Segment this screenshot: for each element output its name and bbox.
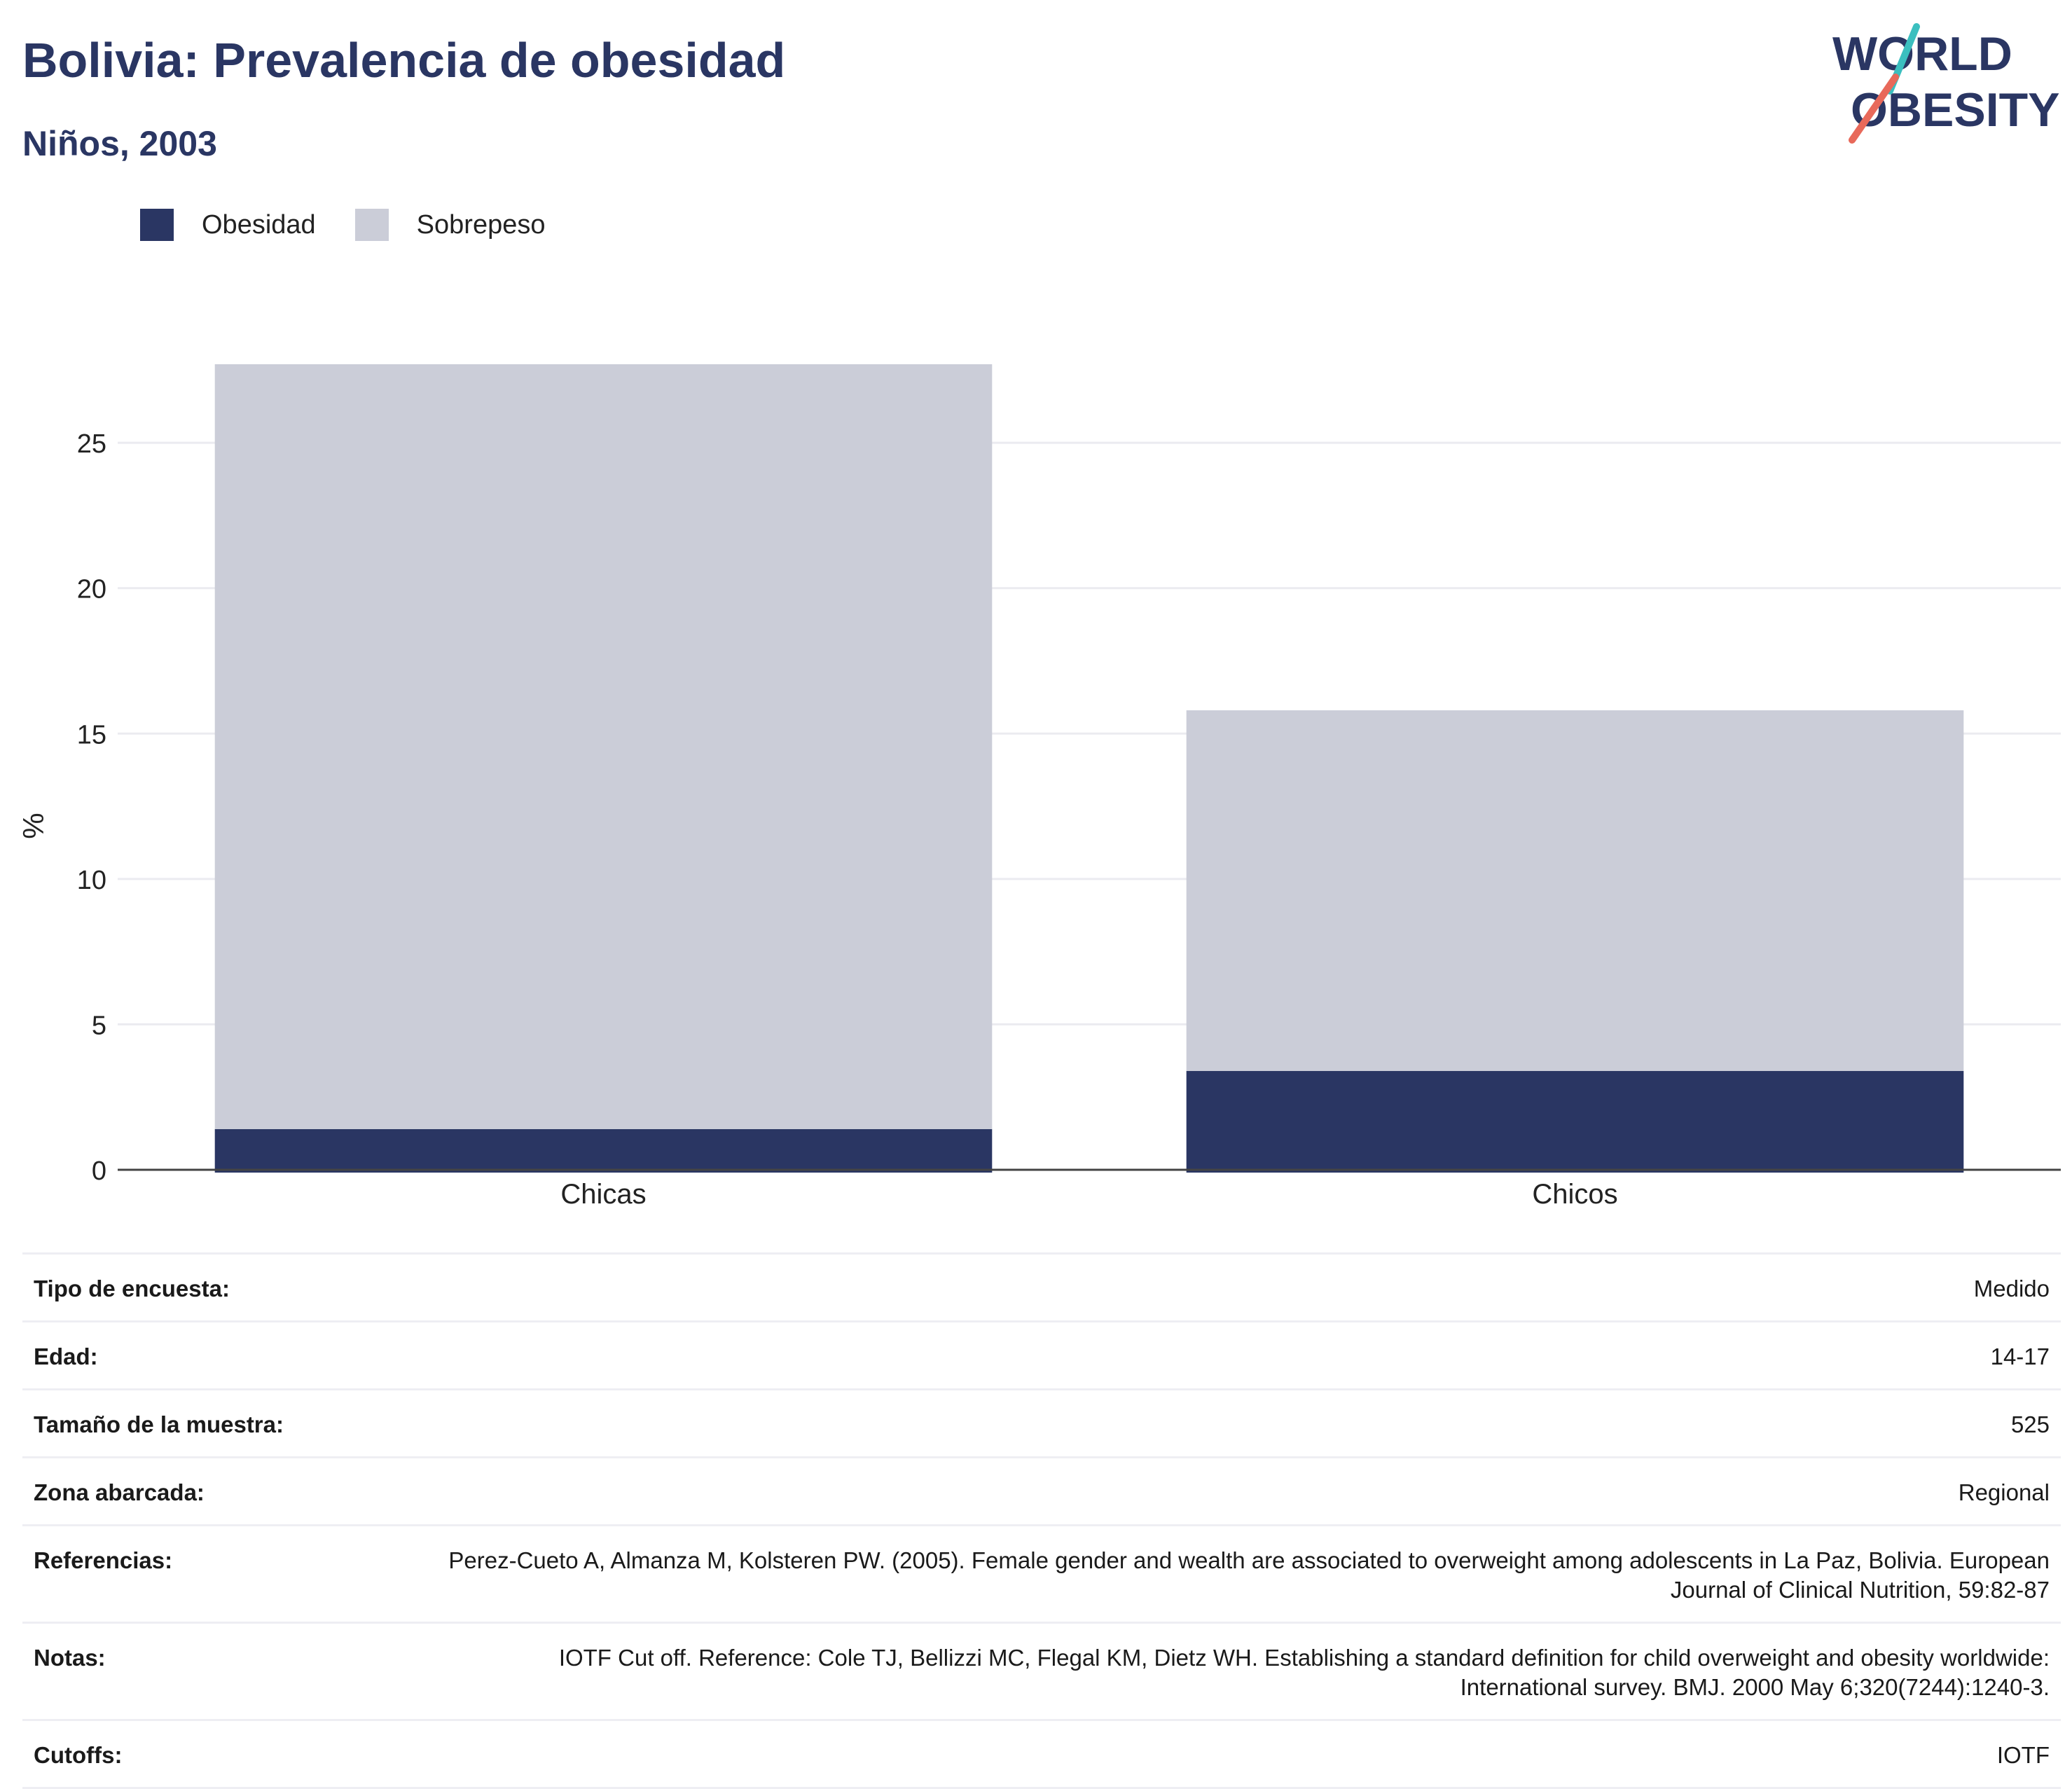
bar-obesidad-chicos[interactable]: [1186, 1070, 1964, 1173]
info-value: Regional: [437, 1456, 2061, 1526]
info-label: Tamaño de la muestra:: [22, 1388, 437, 1458]
info-row: Cutoffs: IOTF: [22, 1719, 2061, 1789]
y-tick-label: 0: [92, 1156, 106, 1186]
legend-label-sobrepeso: Sobrepeso: [416, 209, 546, 240]
logo-line-1: WORLD: [1832, 27, 2012, 81]
legend-label-obesidad: Obesidad: [202, 209, 316, 240]
info-row: Notas: IOTF Cut off. Reference: Cole TJ, …: [22, 1622, 2061, 1720]
info-label: Zona abarcada:: [22, 1456, 437, 1526]
chart-title: Bolivia: Prevalencia de obesidad: [22, 33, 786, 88]
logo-slash-red: [1849, 74, 1899, 144]
x-tick-label: Chicos: [1532, 1179, 1617, 1210]
info-value: IOTF: [437, 1719, 2061, 1789]
chart-legend: Obesidad Sobrepeso: [140, 209, 584, 241]
bar-sobrepeso-chicas[interactable]: [214, 364, 993, 1129]
y-tick-label: 15: [77, 720, 106, 750]
info-row: Referencias: Perez-Cueto A, Almanza M, Ko…: [22, 1524, 2061, 1623]
y-axis-label: %: [17, 813, 50, 838]
y-tick-label: 10: [77, 866, 106, 895]
legend-swatch-sobrepeso: [354, 209, 389, 241]
bar-sobrepeso-chicos[interactable]: [1186, 710, 1964, 1071]
y-tick-label: 20: [77, 575, 106, 605]
info-label: Tipo de encuesta:: [22, 1252, 437, 1322]
info-label: Cutoffs:: [22, 1719, 437, 1789]
legend-item-sobrepeso[interactable]: Sobrepeso: [354, 209, 546, 241]
y-tick-label: 25: [77, 429, 106, 459]
info-label: Edad:: [22, 1320, 437, 1390]
y-tick-label: 5: [92, 1011, 106, 1040]
info-row: Zona abarcada: Regional: [22, 1456, 2061, 1526]
survey-info-table: Tipo de encuesta: Medido Edad: 14-17 Tamaño …: [22, 1252, 2061, 1789]
legend-swatch-obesidad: [140, 209, 174, 241]
bar-chart: 0 5 10 15 20 25% Chicas Chicos: [17, 364, 2061, 1210]
info-value: 14-17: [437, 1320, 2061, 1390]
world-obesity-logo: WORLD OBESITY: [1832, 23, 2059, 144]
info-label: Notas:: [22, 1622, 437, 1720]
info-value: Perez-Cueto A, Almanza M, Kolsteren PW. …: [437, 1524, 2061, 1623]
bar-obesidad-chicas[interactable]: [214, 1128, 993, 1173]
chart-subtitle: Niños, 2003: [22, 124, 217, 163]
info-row: Tamaño de la muestra: 525: [22, 1388, 2061, 1458]
info-value: Medido: [437, 1252, 2061, 1322]
legend-item-obesidad[interactable]: Obesidad: [140, 209, 316, 241]
info-value: 525: [437, 1388, 2061, 1458]
info-row: Tipo de encuesta: Medido: [22, 1252, 2061, 1322]
x-tick-label: Chicas: [560, 1179, 646, 1210]
info-value: IOTF Cut off. Reference: Cole TJ, Belliz…: [437, 1622, 2061, 1720]
info-row: Edad: 14-17: [22, 1320, 2061, 1390]
info-label: Referencias:: [22, 1524, 437, 1623]
